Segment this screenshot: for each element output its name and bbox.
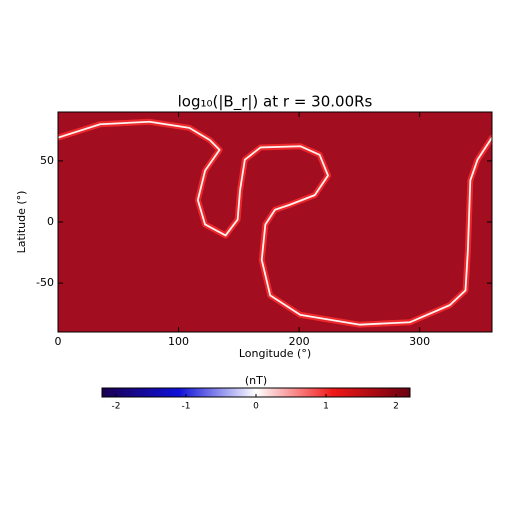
x-tick-label: 200 — [289, 335, 310, 348]
x-axis-label: Longitude (°) — [239, 347, 311, 360]
colorbar-label: (nT) — [245, 374, 267, 387]
y-tick-label: -50 — [36, 276, 54, 289]
y-axis-label: Latitude (°) — [15, 191, 28, 254]
colorbar-tick-label: -2 — [112, 402, 121, 412]
neutral-line — [58, 120, 492, 326]
plot-area — [58, 118, 492, 328]
colorbar-tick-label: 1 — [323, 402, 329, 412]
colorbar-tick-label: -1 — [182, 402, 191, 412]
x-tick-label: 100 — [168, 335, 189, 348]
y-tick-label: 50 — [40, 154, 54, 167]
x-tick-label: 300 — [409, 335, 430, 348]
colorbar-tick-label: 0 — [253, 402, 259, 412]
chart-title: log₁₀(|B_r|) at r = 30.00Rs — [178, 93, 373, 112]
x-tick-label: 0 — [55, 335, 62, 348]
y-tick-label: 0 — [47, 215, 54, 228]
colorbar-tick-label: 2 — [393, 402, 399, 412]
